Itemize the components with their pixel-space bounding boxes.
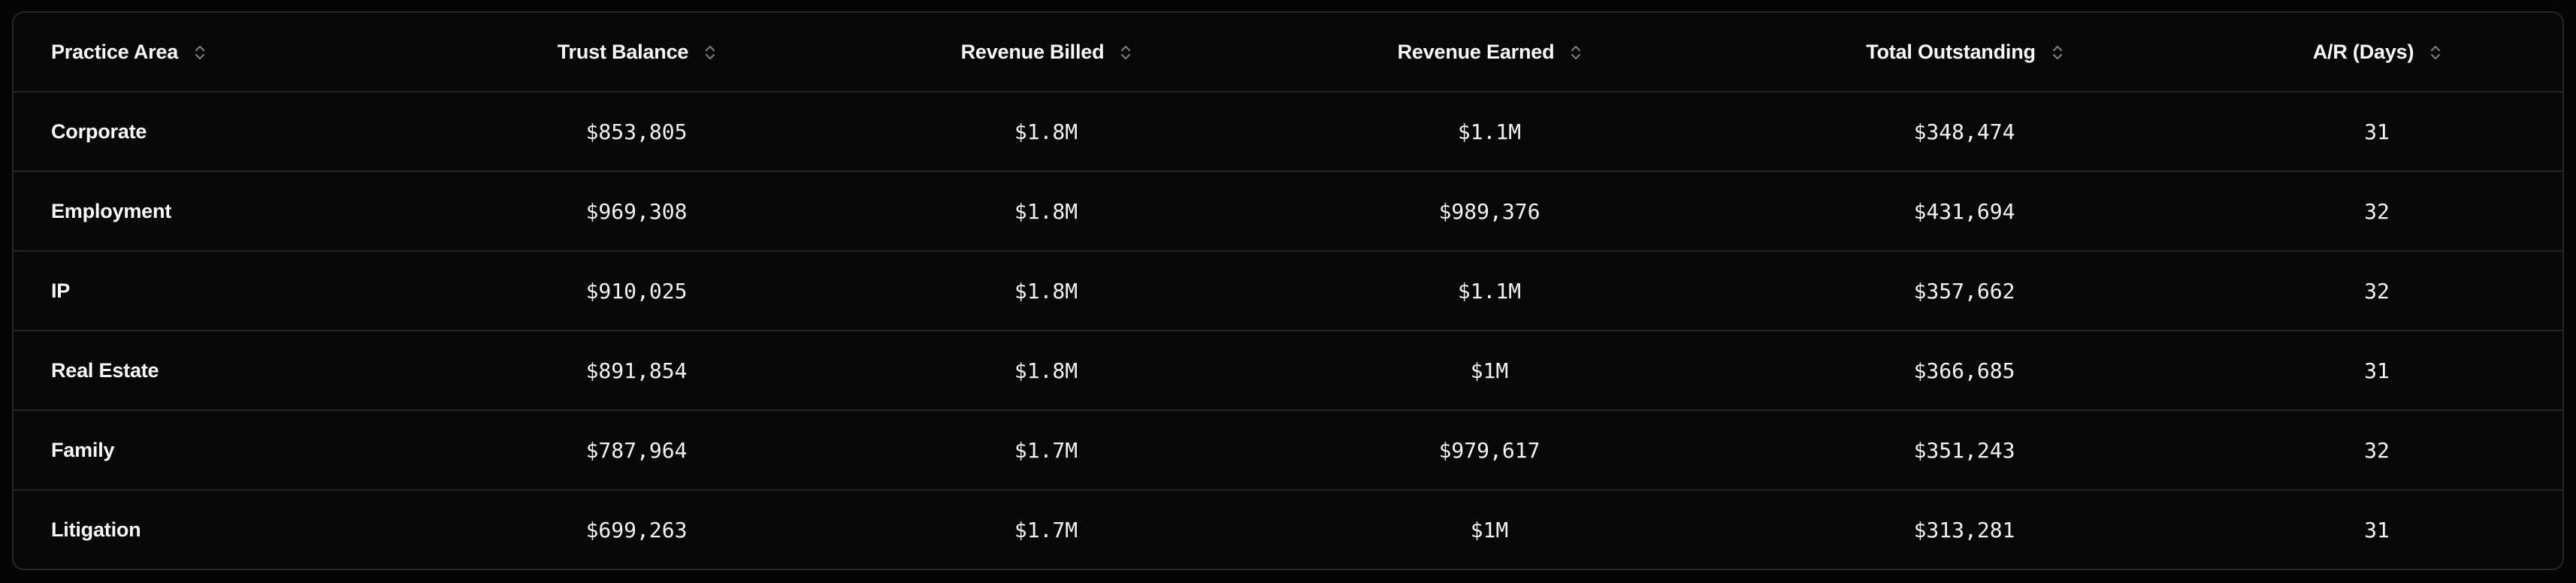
sort-revenue-billed-button[interactable]: Revenue Billed xyxy=(961,41,1132,64)
cell-practice-area: Family xyxy=(51,438,115,461)
cell-practice-area: IP xyxy=(51,279,71,302)
cell-ar-days: 32 xyxy=(2364,198,2390,224)
practice-area-table-card: Practice Area Trust Balance xyxy=(12,11,2564,570)
cell-revenue-billed: $1.8M xyxy=(1014,198,1078,224)
table-row[interactable]: Real Estate $891,854 $1.8M $1M $366,685 … xyxy=(14,331,2562,410)
cell-trust-balance: $853,805 xyxy=(585,119,688,144)
cell-ar-days: 32 xyxy=(2364,278,2390,304)
column-header-label: A/R (Days) xyxy=(2312,40,2414,63)
chevrons-up-down-icon[interactable] xyxy=(705,45,715,60)
cell-revenue-billed: $1.8M xyxy=(1014,278,1078,304)
cell-ar-days: 31 xyxy=(2364,518,2390,542)
cell-trust-balance: $787,964 xyxy=(585,437,688,463)
cell-total-outstanding: $351,243 xyxy=(1913,437,2015,463)
column-header-label: Practice Area xyxy=(51,40,179,63)
column-header-label: Revenue Billed xyxy=(960,40,1105,63)
cell-total-outstanding: $348,474 xyxy=(1913,119,2015,144)
table-row[interactable]: Family $787,964 $1.7M $979,617 $351,243 … xyxy=(14,410,2562,490)
column-header-revenue-billed[interactable]: Revenue Billed xyxy=(851,13,1241,92)
cell-trust-balance: $910,025 xyxy=(585,278,688,304)
cell-trust-balance: $699,263 xyxy=(585,518,688,542)
cell-total-outstanding: $357,662 xyxy=(1913,278,2015,304)
cell-revenue-billed: $1.7M xyxy=(1014,437,1078,463)
cell-trust-balance: $969,308 xyxy=(585,198,688,224)
cell-revenue-earned: $1.1M xyxy=(1457,278,1522,304)
sort-ar-days-button[interactable]: A/R (Days) xyxy=(2313,41,2441,64)
cell-revenue-earned: $1M xyxy=(1470,518,1509,542)
cell-revenue-earned: $1.1M xyxy=(1457,119,1522,144)
chevrons-up-down-icon[interactable] xyxy=(195,45,205,60)
table-row[interactable]: IP $910,025 $1.8M $1.1M $357,662 32 xyxy=(14,251,2562,331)
cell-practice-area: Litigation xyxy=(51,518,141,541)
sort-practice-area-button[interactable]: Practice Area xyxy=(51,41,205,64)
cell-total-outstanding: $313,281 xyxy=(1913,518,2015,542)
cell-practice-area: Corporate xyxy=(51,119,147,143)
column-header-total-outstanding[interactable]: Total Outstanding xyxy=(1737,13,2191,92)
column-header-trust-balance[interactable]: Trust Balance xyxy=(422,13,851,92)
chevrons-up-down-icon[interactable] xyxy=(1120,45,1131,60)
table-row[interactable]: Corporate $853,805 $1.8M $1.1M $348,474 … xyxy=(14,92,2562,171)
cell-revenue-earned: $1M xyxy=(1470,358,1509,383)
sort-revenue-earned-button[interactable]: Revenue Earned xyxy=(1398,41,1582,64)
chevrons-up-down-icon[interactable] xyxy=(2052,45,2063,60)
practice-area-table: Practice Area Trust Balance xyxy=(14,13,2562,569)
cell-ar-days: 31 xyxy=(2364,119,2390,144)
chevrons-up-down-icon[interactable] xyxy=(2430,45,2441,60)
column-header-label: Total Outstanding xyxy=(1866,40,2036,63)
cell-revenue-earned: $989,376 xyxy=(1438,198,1540,224)
cell-practice-area: Employment xyxy=(51,199,172,222)
table-body: Corporate $853,805 $1.8M $1.1M $348,474 … xyxy=(14,92,2562,569)
cell-revenue-billed: $1.8M xyxy=(1014,119,1078,144)
header-row: Practice Area Trust Balance xyxy=(14,13,2562,92)
cell-revenue-earned: $979,617 xyxy=(1438,437,1540,463)
table-row[interactable]: Litigation $699,263 $1.7M $1M $313,281 3… xyxy=(14,490,2562,569)
cell-revenue-billed: $1.7M xyxy=(1014,518,1078,542)
table-header: Practice Area Trust Balance xyxy=(14,13,2562,92)
column-header-practice-area[interactable]: Practice Area xyxy=(14,13,422,92)
column-header-label: Trust Balance xyxy=(557,40,689,63)
column-header-revenue-earned[interactable]: Revenue Earned xyxy=(1241,13,1737,92)
sort-trust-balance-button[interactable]: Trust Balance xyxy=(558,41,715,64)
cell-ar-days: 32 xyxy=(2364,437,2390,463)
cell-ar-days: 31 xyxy=(2364,358,2390,383)
column-header-label: Revenue Earned xyxy=(1397,40,1555,63)
sort-total-outstanding-button[interactable]: Total Outstanding xyxy=(1866,41,2063,64)
table-row[interactable]: Employment $969,308 $1.8M $989,376 $431,… xyxy=(14,171,2562,251)
cell-total-outstanding: $431,694 xyxy=(1913,198,2015,224)
cell-total-outstanding: $366,685 xyxy=(1913,358,2015,383)
column-header-ar-days[interactable]: A/R (Days) xyxy=(2191,13,2562,92)
cell-revenue-billed: $1.8M xyxy=(1014,358,1078,383)
cell-trust-balance: $891,854 xyxy=(585,358,688,383)
chevrons-up-down-icon[interactable] xyxy=(1571,45,1581,60)
cell-practice-area: Real Estate xyxy=(51,358,159,382)
